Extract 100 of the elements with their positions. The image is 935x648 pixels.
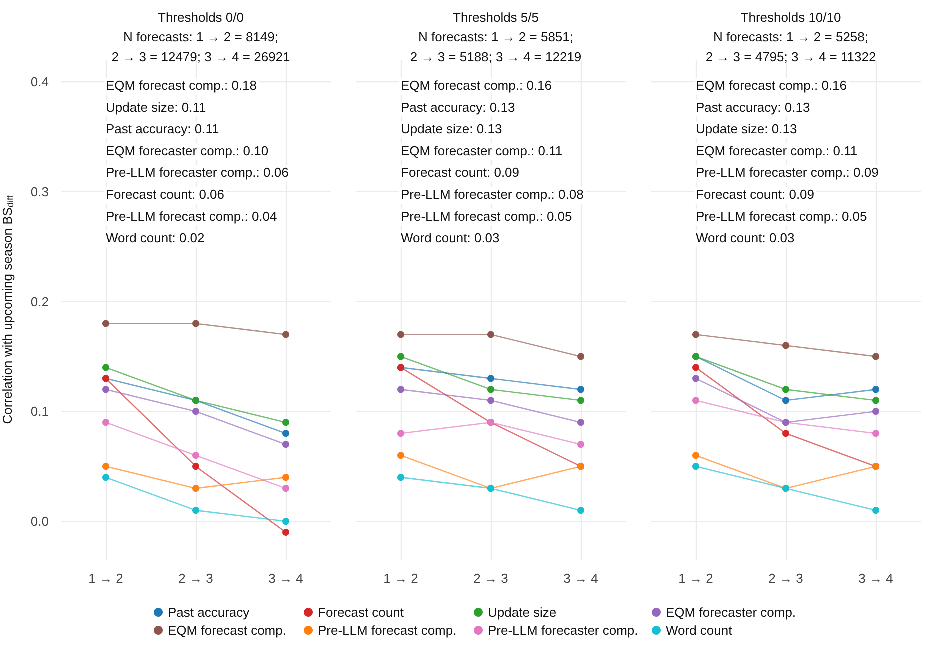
annotation: Forecast count: 0.06	[106, 187, 225, 202]
point	[102, 320, 110, 328]
legend-label: Word count	[666, 623, 733, 638]
annotation: Update size: 0.11	[106, 100, 206, 115]
point	[398, 452, 404, 460]
annotation: EQM forecaster comp.: 0.10	[106, 143, 269, 158]
annotation: EQM forecast comp.: 0.16	[401, 78, 552, 93]
y-tick-label: 0.2	[30, 294, 49, 310]
legend-label: Update size	[488, 605, 557, 620]
point	[192, 408, 200, 416]
y-tick-label: 0.3	[30, 184, 49, 200]
point	[398, 353, 404, 360]
legend-label: EQM forecaster comp.	[666, 605, 796, 620]
annotation: Word count: 0.02	[106, 230, 205, 246]
x-tick-label: 3 → 4	[564, 571, 598, 586]
point	[872, 408, 880, 416]
annotation: EQM forecaster comp.: 0.11	[401, 143, 563, 158]
chart-title: Thresholds 10/10	[740, 10, 842, 25]
point	[578, 441, 584, 448]
chart-title: Thresholds 5/5	[453, 10, 539, 25]
point	[692, 397, 700, 404]
chart-subtitle: N forecasts: 1 → 2 = 8149; 2 → 3 = 12479; 3 → 4 = 26921	[112, 30, 290, 64]
annotation: EQM forecaster comp.: 0.11	[696, 143, 858, 158]
point	[282, 419, 290, 426]
annotation: Pre-LLM forecast comp.: 0.05	[696, 208, 868, 224]
point	[578, 419, 584, 426]
point	[578, 397, 584, 404]
annotation: Forecast count: 0.09	[696, 187, 815, 202]
point	[192, 485, 200, 492]
point	[782, 386, 790, 394]
point	[488, 397, 494, 404]
point	[488, 375, 494, 382]
point	[102, 419, 110, 426]
point	[872, 386, 880, 394]
annotation: Forecast count: 0.09	[401, 165, 520, 180]
point	[102, 364, 110, 372]
point	[692, 364, 700, 372]
annotation: Update size: 0.13	[401, 122, 502, 137]
legend-label: Pre-LLM forecast comp.	[318, 623, 457, 638]
y-axis-title: Correlation with upcoming season BSdiff	[0, 195, 16, 424]
annotation: Update size: 0.13	[696, 122, 798, 137]
point	[192, 463, 200, 470]
point	[282, 331, 290, 338]
annotation: Past accuracy: 0.13	[401, 100, 516, 115]
point	[282, 518, 290, 526]
annotation: EQM forecast comp.: 0.16	[696, 78, 848, 93]
point	[102, 463, 110, 470]
legend-label: EQM forecast comp.	[168, 623, 286, 638]
point	[872, 430, 880, 438]
point	[192, 507, 200, 514]
point	[488, 386, 494, 394]
point	[692, 463, 700, 470]
annotation: Pre-LLM forecaster comp.: 0.06	[106, 165, 289, 180]
x-tick-label: 2 → 3	[768, 571, 804, 586]
point	[692, 452, 700, 460]
x-tick-label: 3 → 4	[268, 571, 304, 586]
annotation: Past accuracy: 0.13	[696, 100, 810, 115]
chart-subtitle: N forecasts: 1 → 2 = 5851; 2 → 3 = 5188; 3 → 4 = 12219	[410, 30, 582, 64]
legend-label: Forecast count	[318, 605, 404, 620]
legend-label: Pre-LLM forecaster comp.	[488, 623, 638, 638]
chart-title: Thresholds 0/0	[158, 10, 244, 25]
x-tick-label: 2 → 3	[178, 571, 214, 586]
annotation: Word count: 0.03	[401, 230, 500, 246]
point	[398, 474, 404, 482]
y-tick-label: 0.4	[30, 74, 49, 90]
point	[578, 353, 584, 360]
legend-label: Past accuracy	[168, 605, 250, 620]
point	[192, 320, 200, 328]
point	[192, 452, 200, 460]
annotation: Pre-LLM forecaster comp.: 0.09	[696, 165, 879, 180]
point	[872, 507, 880, 514]
x-tick-label: 1 → 2	[678, 571, 714, 586]
x-tick-label: 1 → 2	[88, 571, 124, 586]
point	[102, 386, 110, 394]
point	[782, 342, 790, 350]
point	[398, 331, 404, 338]
point	[102, 474, 110, 482]
point	[398, 386, 404, 394]
annotation: Past accuracy: 0.11	[106, 122, 220, 137]
point	[398, 430, 404, 438]
point	[578, 507, 584, 514]
point	[282, 474, 290, 482]
point	[872, 397, 880, 404]
point	[692, 331, 700, 338]
annotation: Pre-LLM forecaster comp.: 0.08	[401, 187, 584, 202]
annotation: Pre-LLM forecast comp.: 0.04	[106, 208, 278, 224]
x-tick-label: 1 → 2	[384, 571, 418, 586]
point	[488, 331, 494, 338]
point	[282, 529, 290, 536]
annotation: EQM forecast comp.: 0.18	[106, 78, 258, 93]
point	[872, 353, 880, 360]
point	[282, 485, 290, 492]
point	[782, 397, 790, 404]
point	[282, 441, 290, 448]
point	[782, 430, 790, 438]
y-tick-label: 0.1	[30, 404, 49, 420]
annotation: Word count: 0.03	[696, 230, 795, 246]
annotation: Pre-LLM forecast comp.: 0.05	[401, 208, 572, 224]
chart-subtitle: N forecasts: 1 → 2 = 5258; 2 → 3 = 4795; 3 → 4 = 11322	[706, 30, 876, 64]
x-tick-label: 3 → 4	[858, 571, 894, 586]
